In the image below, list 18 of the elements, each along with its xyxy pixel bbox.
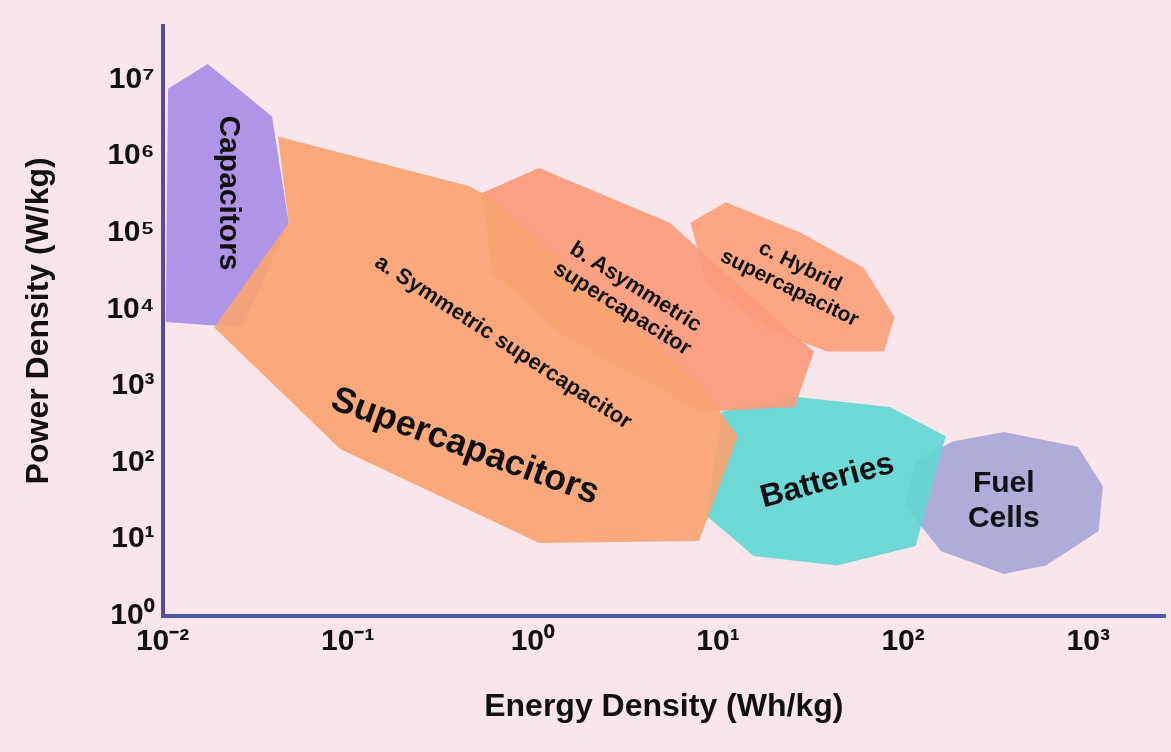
series-label: Fuel Cells (967, 465, 1040, 533)
x-tick-label: 10² (881, 622, 925, 656)
x-axis-title: Energy Density (Wh/kg) (484, 686, 844, 723)
x-tick-label: 10⁻¹ (321, 622, 375, 656)
x-tick-label: 10¹ (696, 622, 740, 656)
y-tick-label: 10⁶ (107, 137, 155, 171)
x-tick-label: 10³ (1066, 622, 1110, 656)
y-tick-label: 10⁴ (106, 290, 155, 324)
y-tick-label: 10⁷ (108, 60, 155, 94)
y-tick-label: 10⁰ (110, 596, 155, 630)
series-label: Capacitors (214, 115, 248, 271)
y-tick-label: 10³ (111, 367, 155, 401)
x-tick-label: 10⁰ (510, 622, 556, 656)
y-tick-label: 10⁵ (107, 213, 155, 247)
series-label: Batteries (756, 443, 898, 515)
y-tick-label: 10² (111, 443, 155, 477)
y-axis-title: Power Density (W/kg) (19, 157, 56, 485)
y-tick-label: 10¹ (111, 520, 155, 554)
